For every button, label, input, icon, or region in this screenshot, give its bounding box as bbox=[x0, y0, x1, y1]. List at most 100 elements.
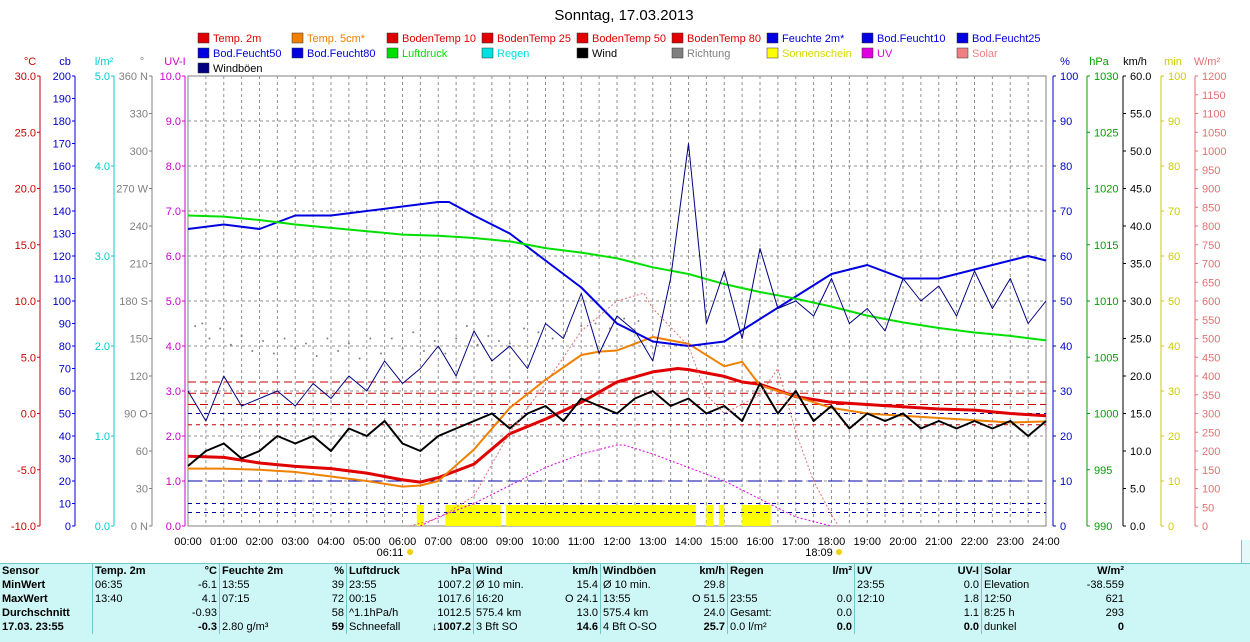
right-axis-tick: 750 bbox=[1202, 240, 1220, 252]
right-axis-unit: % bbox=[1060, 56, 1070, 68]
stats-header-unit: % bbox=[334, 565, 344, 577]
direction-point bbox=[476, 343, 479, 346]
stats-cell-value: 0.0 bbox=[836, 593, 852, 605]
left-axis-tick: 110 bbox=[53, 274, 71, 286]
left-axis-unit: °C bbox=[24, 56, 36, 68]
legend-swatch bbox=[197, 62, 210, 74]
right-axis-tick: 30 bbox=[1168, 386, 1180, 398]
direction-point bbox=[580, 325, 583, 327]
legend-swatch bbox=[956, 32, 969, 44]
legend-swatch bbox=[671, 32, 684, 44]
stats-cell-note: 07:15 bbox=[219, 592, 297, 606]
right-axis-tick: 200 bbox=[1202, 446, 1220, 458]
right-axis-tick: 60.0 bbox=[1130, 71, 1151, 83]
series-line bbox=[420, 444, 832, 527]
stats-row-label: 17.03. 23:55 bbox=[2, 621, 64, 633]
direction-point bbox=[201, 322, 204, 325]
left-axis-tick: 330 bbox=[130, 109, 148, 121]
right-axis-tick: 1020 bbox=[1094, 184, 1118, 196]
legend-swatch bbox=[766, 32, 779, 44]
x-tick-label: 12:00 bbox=[603, 536, 631, 548]
left-axis-tick: -10.0 bbox=[11, 521, 36, 533]
stats-cell-note: 06:35 bbox=[92, 578, 170, 592]
stats-header-unit: hPa bbox=[450, 565, 471, 577]
series-line bbox=[187, 214, 1047, 342]
right-axis-tick: 1000 bbox=[1094, 409, 1118, 421]
direction-point bbox=[608, 327, 611, 330]
direction-point bbox=[337, 350, 340, 352]
left-axis-tick: 10.0 bbox=[15, 296, 36, 308]
direction-point bbox=[240, 335, 243, 337]
x-tick-label: 07:00 bbox=[424, 536, 452, 548]
stats-table: Sensor Temp. 2m °C Feuchte 2m% Luftdruck hPa W… bbox=[0, 564, 1126, 634]
right-axis-tick: 50 bbox=[1060, 296, 1072, 308]
x-tick-label: 21:00 bbox=[925, 536, 953, 548]
x-tick-label: 11:00 bbox=[568, 536, 595, 548]
stats-cell-note: 23:55 bbox=[727, 592, 805, 606]
left-axis-tick: 300 bbox=[130, 146, 148, 158]
left-axis-tick: 80 bbox=[59, 341, 71, 353]
left-axis-tick: 1.0 bbox=[95, 431, 110, 443]
stats-cell-value: 58 bbox=[331, 607, 344, 619]
stats-cell-note: 0.0 l/m² bbox=[727, 620, 805, 634]
left-axis-tick: 40 bbox=[59, 431, 71, 443]
left-axis-tick: 20 bbox=[59, 476, 71, 488]
right-axis-tick: 0.0 bbox=[1130, 521, 1145, 533]
stats-header: Windböen bbox=[600, 564, 678, 578]
direction-point bbox=[390, 337, 393, 340]
stats-header: UV bbox=[854, 564, 932, 578]
right-axis-tick: 20.0 bbox=[1130, 371, 1151, 383]
x-tick-label: 16:00 bbox=[746, 536, 774, 548]
right-axis-tick: 350 bbox=[1202, 390, 1220, 402]
chart-legend: Temp. 2m Temp. 5cm* BodenTemp 10 BodenTemp … bbox=[197, 32, 1041, 75]
x-tick-label: 06:00 bbox=[389, 536, 417, 548]
direction-point bbox=[637, 320, 640, 322]
stats-cell-value: 13.0 bbox=[576, 607, 598, 619]
left-axis-tick: 180 S bbox=[119, 296, 148, 308]
direction-point bbox=[498, 340, 501, 342]
right-axis-tick: 80 bbox=[1060, 161, 1072, 173]
direction-point bbox=[229, 343, 232, 346]
right-axis-tick: 700 bbox=[1202, 259, 1220, 271]
left-axis-tick: 8.0 bbox=[166, 161, 181, 173]
left-axis-tick: 270 W bbox=[116, 184, 148, 196]
sunshine-bar bbox=[718, 505, 725, 526]
direction-point bbox=[262, 340, 265, 342]
sunset-icon bbox=[836, 549, 842, 555]
stats-panel: Sensor Temp. 2m °C Feuchte 2m% Luftdruck hPa W… bbox=[0, 563, 1250, 642]
right-axis-tick: 800 bbox=[1202, 221, 1220, 233]
legend-swatch bbox=[576, 47, 589, 59]
series-line bbox=[187, 143, 1047, 422]
legend-swatch bbox=[197, 32, 210, 44]
legend-label: Richtung bbox=[687, 48, 730, 60]
stats-cell-value: -0.93 bbox=[191, 607, 217, 619]
stats-cell-note: Ø 10 min. bbox=[600, 578, 678, 592]
legend-label: Luftdruck bbox=[402, 48, 448, 60]
stats-cell-note: Ø 10 min. bbox=[473, 578, 551, 592]
direction-point bbox=[551, 337, 554, 340]
stats-header: Temp. 2m bbox=[92, 564, 170, 578]
stats-cell-note: 13:55 bbox=[600, 592, 678, 606]
legend-swatch bbox=[386, 47, 399, 59]
left-axis-tick: 4.0 bbox=[166, 341, 181, 353]
right-axis-tick: 600 bbox=[1202, 296, 1220, 308]
right-axis-tick: 10 bbox=[1168, 476, 1180, 488]
direction-point bbox=[194, 325, 197, 327]
stats-cell-value: -0.3 bbox=[198, 621, 217, 633]
direction-point bbox=[537, 331, 540, 334]
right-axis-tick: 40 bbox=[1168, 341, 1180, 353]
right-axis-tick: 50 bbox=[1168, 296, 1180, 308]
x-tick-label: 13:00 bbox=[639, 536, 667, 548]
stats-cell-note: 2.80 g/m³ bbox=[219, 620, 297, 634]
stats-row: MaxWert 13:40 4.1 07:15 72 00:15 1017.6 16:20 O … bbox=[0, 592, 1126, 606]
scrollbar[interactable] bbox=[1241, 540, 1250, 563]
right-axis-tick: 1010 bbox=[1094, 296, 1118, 308]
direction-point bbox=[369, 337, 372, 340]
stats-cell-value: 293 bbox=[1105, 607, 1124, 619]
legend-swatch bbox=[197, 47, 210, 59]
right-axis-tick: 0 bbox=[1202, 521, 1208, 533]
legend-label: Bod.Feucht10 bbox=[877, 33, 946, 45]
right-axis-tick: 1100 bbox=[1202, 109, 1226, 121]
right-axis-tick: 1030 bbox=[1094, 71, 1118, 83]
direction-point bbox=[347, 342, 350, 345]
